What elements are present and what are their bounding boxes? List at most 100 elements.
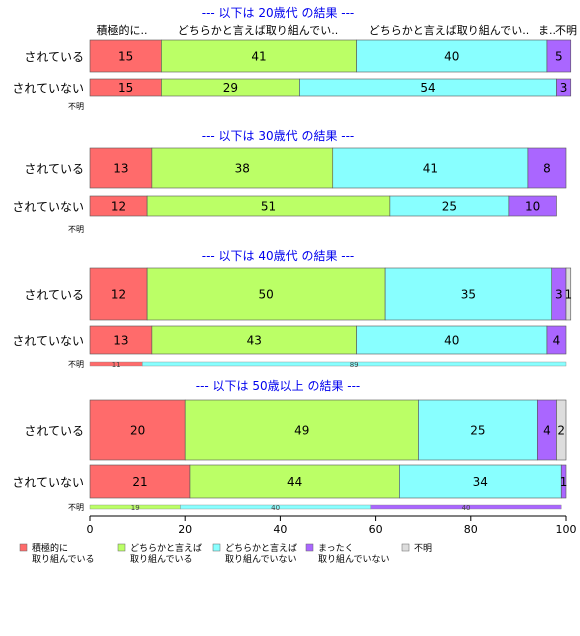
data-label-2-0-1: 50	[258, 288, 273, 302]
data-label-2-1-1: 43	[247, 334, 262, 348]
data-label-2-0-0: 12	[111, 288, 126, 302]
legend-label-2-1: 取り組んでいない	[225, 553, 297, 565]
legend-swatch-1	[117, 543, 126, 552]
data-label-2-1-3: 4	[553, 334, 561, 348]
unknown-label-3-1: 19	[131, 504, 140, 512]
legend-swatch-4	[401, 543, 410, 552]
data-label-0-1-0: 15	[118, 81, 133, 95]
bar-segment-2-1-0	[89, 325, 153, 355]
row-label-1-0: されている	[24, 162, 84, 176]
bar-segment-3-1-1	[189, 464, 400, 499]
panel-title-1: --- 以下は 30歳代 の結果 ---	[202, 129, 355, 143]
panel-title-3: --- 以下は 50歳以上 の結果 ---	[196, 379, 361, 393]
bar-segment-0-0-2	[356, 39, 548, 73]
data-label-3-0-0: 20	[130, 424, 145, 438]
legend-label-1-1: 取り組んでいる	[130, 553, 193, 565]
bar-segment-3-0-0	[89, 399, 186, 461]
data-label-3-0-4: 2	[557, 424, 565, 438]
legend-swatch-3	[305, 543, 314, 552]
bar-segment-3-1-0	[89, 464, 191, 499]
header-label-4: 不明	[555, 24, 577, 37]
bar-segment-3-0-2	[418, 399, 538, 461]
legend-label-0-1: 取り組んでいる	[32, 553, 95, 565]
data-label-2-1-2: 40	[444, 334, 459, 348]
data-label-1-0-3: 8	[543, 162, 551, 176]
legend-swatch-0	[19, 543, 28, 552]
unknown-row-label-1: 不明	[68, 225, 84, 234]
bar-segment-2-0-0	[89, 267, 148, 321]
unknown-row-label-2: 不明	[68, 360, 84, 369]
row-label-0-0: されている	[24, 50, 84, 64]
legend-label-3-0: まったく	[318, 543, 354, 554]
bar-segment-0-0-0	[89, 39, 162, 73]
legend-label-4-0: 不明	[414, 543, 432, 554]
data-label-0-1-1: 29	[223, 81, 238, 95]
data-label-2-0-4: 1	[565, 288, 573, 302]
data-label-0-0-3: 5	[555, 50, 563, 64]
header-label-2: どちらかと言えば取り組んでい..	[369, 24, 529, 37]
unknown-segment-2-2	[142, 361, 567, 367]
x-tick-label-3: 60	[369, 523, 383, 536]
data-label-0-0-2: 40	[444, 50, 459, 64]
x-tick-label-2: 40	[273, 523, 287, 536]
data-label-0-0-1: 41	[251, 50, 266, 64]
bar-segment-1-1-3	[508, 195, 557, 217]
unknown-label-3-3: 40	[462, 504, 471, 512]
row-label-3-1: されていない	[12, 476, 84, 490]
bar-segment-1-0-3	[527, 147, 567, 189]
legend-label-2-0: どちらかと言えば	[225, 542, 297, 554]
data-label-1-1-2: 25	[442, 200, 457, 214]
data-label-0-1-2: 54	[420, 81, 435, 95]
bar-segment-2-0-1	[146, 267, 386, 321]
data-label-3-1-2: 34	[473, 475, 488, 489]
unknown-label-2-2: 89	[350, 361, 359, 369]
legend-swatch-2	[212, 543, 221, 552]
data-label-3-0-2: 25	[470, 424, 485, 438]
data-label-0-1-3: 3	[560, 81, 568, 95]
data-label-3-0-1: 49	[294, 424, 309, 438]
row-label-2-1: されていない	[12, 334, 84, 348]
legend-label-1-0: どちらかと言えば	[130, 542, 202, 554]
data-label-1-0-2: 41	[423, 162, 438, 176]
bar-segment-3-1-2	[399, 464, 562, 499]
data-label-1-1-0: 12	[111, 200, 126, 214]
data-label-2-0-2: 35	[461, 288, 476, 302]
bar-segment-2-0-4	[565, 267, 572, 321]
data-label-1-1-3: 10	[525, 200, 540, 214]
x-tick-label-5: 100	[556, 523, 577, 536]
unknown-label-2-0: 11	[112, 361, 121, 369]
header-label-1: どちらかと言えば取り組んでい..	[178, 24, 338, 37]
data-label-0-0-0: 15	[118, 50, 133, 64]
unknown-row-label-0: 不明	[68, 102, 84, 111]
data-label-3-1-3: 1	[560, 475, 568, 489]
bar-segment-2-0-2	[384, 267, 553, 321]
row-label-2-0: されている	[24, 288, 84, 302]
bar-segment-0-0-1	[161, 39, 357, 73]
row-label-0-1: されていない	[12, 82, 84, 96]
bar-segment-3-1-3	[560, 464, 567, 499]
data-label-1-0-0: 13	[113, 162, 128, 176]
bar-segment-1-0-0	[89, 147, 153, 189]
bar-segment-3-0-4	[556, 399, 567, 461]
header-label-0: 積極的に..	[97, 23, 148, 37]
data-label-1-0-1: 38	[235, 162, 250, 176]
panel-title-2: --- 以下は 40歳代 の結果 ---	[202, 249, 355, 263]
bar-segment-1-0-2	[332, 147, 529, 189]
panel-title-0: --- 以下は 20歳代 の結果 ---	[202, 6, 355, 20]
bar-segment-0-1-3	[556, 78, 572, 97]
unknown-label-3-2: 40	[271, 504, 280, 512]
data-label-2-0-3: 3	[555, 288, 563, 302]
x-tick-label-4: 80	[464, 523, 478, 536]
bar-segment-2-1-2	[356, 325, 548, 355]
data-label-1-1-1: 51	[261, 200, 276, 214]
row-label-1-1: されていない	[12, 200, 84, 214]
legend-label-0-0: 積極的に	[32, 542, 68, 554]
data-label-3-0-3: 4	[543, 424, 551, 438]
unknown-row-label-3: 不明	[68, 503, 84, 512]
data-label-3-1-1: 44	[287, 475, 302, 489]
row-label-3-0: されている	[24, 424, 84, 438]
data-label-2-1-0: 13	[113, 334, 128, 348]
bar-segment-2-1-3	[546, 325, 567, 355]
bar-segment-3-0-1	[184, 399, 419, 461]
x-tick-label-1: 20	[178, 523, 192, 536]
